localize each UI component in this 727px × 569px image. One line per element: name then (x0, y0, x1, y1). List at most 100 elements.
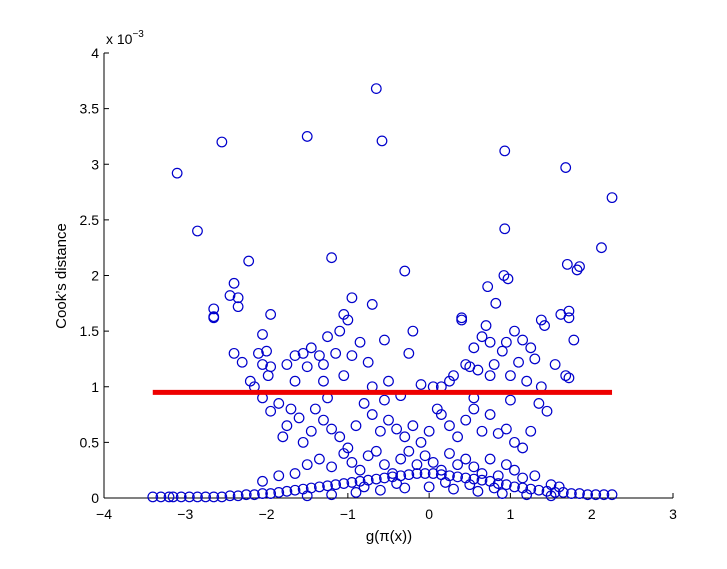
data-point (435, 409, 447, 420)
data-point (265, 309, 277, 320)
data-point (289, 484, 301, 496)
data-point (452, 471, 463, 483)
data-point (582, 489, 594, 501)
data-point (175, 491, 187, 503)
data-point (338, 478, 350, 489)
data-point (342, 314, 354, 326)
data-point (560, 370, 572, 382)
data-point (565, 488, 577, 499)
data-point (529, 470, 541, 482)
data-point (243, 255, 255, 267)
data-point (305, 342, 317, 354)
data-point (314, 481, 325, 493)
data-point (147, 491, 159, 503)
data-point (354, 475, 366, 487)
data-point (326, 252, 338, 264)
data-point (232, 292, 244, 304)
data-point (224, 290, 236, 301)
data-point (419, 450, 431, 462)
data-point (423, 481, 435, 493)
data-point (571, 264, 583, 276)
data-point (411, 468, 423, 479)
data-point (509, 436, 520, 448)
data-point (309, 403, 321, 415)
data-point (492, 428, 504, 439)
data-point (499, 223, 511, 235)
data-point (265, 405, 277, 417)
data-point (440, 477, 451, 488)
data-point (427, 457, 439, 468)
data-point (265, 488, 277, 499)
data-point (509, 481, 520, 493)
data-point (374, 425, 386, 437)
data-point (334, 325, 346, 337)
data-point (281, 485, 293, 497)
data-point (289, 375, 301, 387)
data-point (376, 135, 388, 147)
data-point (208, 303, 220, 315)
data-point (326, 489, 338, 501)
data-point (563, 305, 575, 317)
data-point (448, 370, 459, 382)
axes: −4 −3 −2 −1 0 1 2 3 0 0.5 1 1.5 2 2.5 3 3.5 4 (80, 45, 678, 522)
data-point (484, 409, 496, 420)
data-point (407, 420, 419, 432)
y-tick-label: 2 (91, 268, 99, 284)
data-point (488, 359, 500, 370)
data-point (379, 334, 390, 346)
data-point (561, 258, 573, 270)
data-point (391, 478, 403, 489)
data-point (444, 448, 455, 459)
data-point (598, 489, 610, 501)
data-point (216, 136, 228, 148)
data-point (366, 409, 378, 420)
data-point (460, 453, 472, 465)
y-tick-label: 3 (91, 156, 99, 172)
data-point (301, 490, 313, 502)
data-point (236, 356, 248, 368)
data-point (350, 487, 362, 498)
data-point (464, 361, 476, 373)
data-point (338, 448, 350, 459)
data-point (553, 481, 565, 493)
data-point (257, 488, 268, 499)
data-point (379, 459, 390, 471)
data-point (297, 347, 309, 359)
data-point (383, 414, 394, 426)
data-point (533, 484, 545, 496)
x-tick-label: 3 (669, 506, 677, 522)
x-tick-label: −1 (340, 506, 356, 522)
data-point (358, 398, 370, 409)
data-point (277, 431, 289, 443)
data-point (427, 468, 439, 479)
data-point (318, 414, 329, 426)
data-point (563, 372, 575, 384)
data-point (383, 375, 394, 387)
data-point (232, 301, 244, 313)
data-point (366, 299, 378, 310)
data-point (354, 336, 366, 348)
data-point (606, 192, 618, 204)
data-point (444, 420, 455, 432)
y-tick-label: 2.5 (80, 212, 100, 228)
data-point (541, 405, 553, 417)
y-axis-label: Cook’s distance (53, 223, 70, 329)
data-point (480, 320, 492, 331)
data-point (415, 436, 427, 448)
data-point (399, 431, 411, 443)
data-point (350, 420, 362, 432)
data-point (452, 459, 463, 471)
data-point (521, 375, 533, 387)
data-point (496, 488, 508, 499)
data-point (545, 490, 557, 502)
data-point (346, 350, 358, 362)
data-point (183, 491, 195, 503)
data-point (301, 459, 313, 471)
data-point (289, 350, 301, 362)
data-point (273, 487, 285, 498)
data-point (403, 469, 415, 481)
data-point (399, 265, 411, 277)
data-point (301, 131, 313, 142)
data-point (370, 473, 382, 485)
data-point (322, 480, 333, 492)
